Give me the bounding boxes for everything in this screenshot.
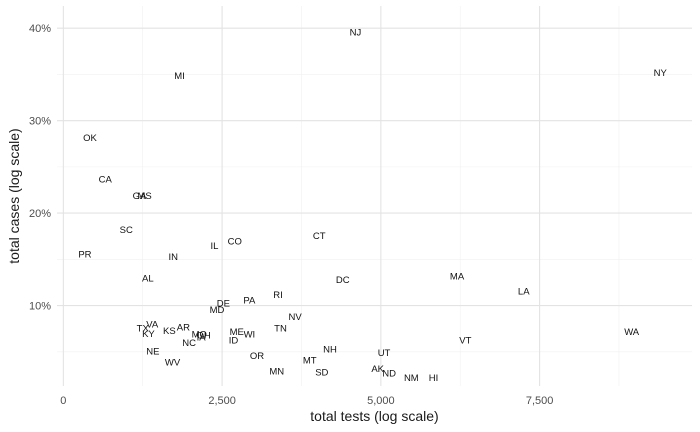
point-label-or: OR bbox=[250, 351, 264, 362]
point-label-nc: NC bbox=[182, 338, 196, 349]
y-tick-label: 40% bbox=[29, 23, 51, 35]
point-label-va: VA bbox=[146, 320, 159, 331]
point-label-wi: WI bbox=[244, 330, 256, 341]
point-label-ut: UT bbox=[378, 348, 391, 359]
point-label-tn: TN bbox=[274, 323, 287, 334]
point-label-ny: NY bbox=[654, 68, 668, 79]
point-label-sd: SD bbox=[315, 368, 328, 379]
point-label-oh: OH bbox=[197, 331, 211, 342]
x-tick-label: 5,000 bbox=[367, 395, 395, 407]
point-label-ar: AR bbox=[177, 322, 190, 333]
point-label-dc: DC bbox=[336, 275, 350, 286]
point-label-tx: TX bbox=[137, 323, 150, 334]
point-label-sc: SC bbox=[120, 225, 133, 236]
x-tick-label: 7,500 bbox=[526, 395, 554, 407]
x-tick-label: 2,500 bbox=[208, 395, 236, 407]
point-label-ga: GA bbox=[133, 191, 147, 202]
point-label-wv: WV bbox=[165, 357, 181, 368]
point-label-ca: CA bbox=[99, 174, 113, 185]
point-label-nd: ND bbox=[382, 369, 396, 380]
point-label-ri: RI bbox=[273, 290, 283, 301]
point-label-mn: MN bbox=[269, 367, 284, 378]
point-label-ms: MS bbox=[138, 191, 152, 202]
point-label-ne: NE bbox=[146, 346, 159, 357]
y-axis-title: total cases (log scale) bbox=[6, 128, 22, 263]
point-label-id: ID bbox=[229, 335, 239, 346]
point-label-nh: NH bbox=[323, 345, 337, 356]
point-label-ct: CT bbox=[313, 231, 326, 242]
point-label-pa: PA bbox=[243, 296, 256, 307]
point-label-al: AL bbox=[142, 273, 154, 284]
point-label-ak: AK bbox=[371, 364, 384, 375]
point-label-ia: IA bbox=[197, 332, 207, 343]
x-tick-label: 0 bbox=[60, 395, 66, 407]
point-label-mi: MI bbox=[174, 71, 185, 82]
point-label-in: IN bbox=[168, 252, 178, 263]
point-label-nj: NJ bbox=[350, 27, 362, 38]
point-label-la: LA bbox=[518, 286, 530, 297]
point-label-pr: PR bbox=[78, 249, 91, 260]
point-label-vt: VT bbox=[459, 335, 471, 346]
point-label-nm: NM bbox=[404, 373, 419, 384]
point-label-ok: OK bbox=[83, 133, 97, 144]
point-label-mo: MO bbox=[192, 330, 207, 341]
x-axis-title: total tests (log scale) bbox=[310, 408, 438, 424]
point-label-ky: KY bbox=[142, 329, 155, 340]
point-label-il: IL bbox=[211, 241, 219, 252]
point-label-mt: MT bbox=[303, 356, 317, 367]
point-label-me: ME bbox=[230, 327, 244, 338]
tick-labels: 0 2,500 5,000 7,500 10% 20% 30% 40% bbox=[29, 23, 553, 407]
y-tick-label: 30% bbox=[29, 116, 51, 128]
point-label-de: DE bbox=[217, 298, 230, 309]
point-label-wa: WA bbox=[624, 327, 640, 338]
point-label-ma: MA bbox=[450, 271, 465, 282]
point-label-co: CO bbox=[228, 236, 242, 247]
point-label-ks: KS bbox=[163, 326, 176, 337]
y-tick-label: 20% bbox=[29, 208, 51, 220]
point-label-nv: NV bbox=[289, 312, 303, 323]
point-label-hi: HI bbox=[429, 373, 439, 384]
point-label-md: MD bbox=[210, 305, 225, 316]
y-tick-label: 10% bbox=[29, 301, 51, 313]
grid-layer bbox=[57, 6, 692, 386]
